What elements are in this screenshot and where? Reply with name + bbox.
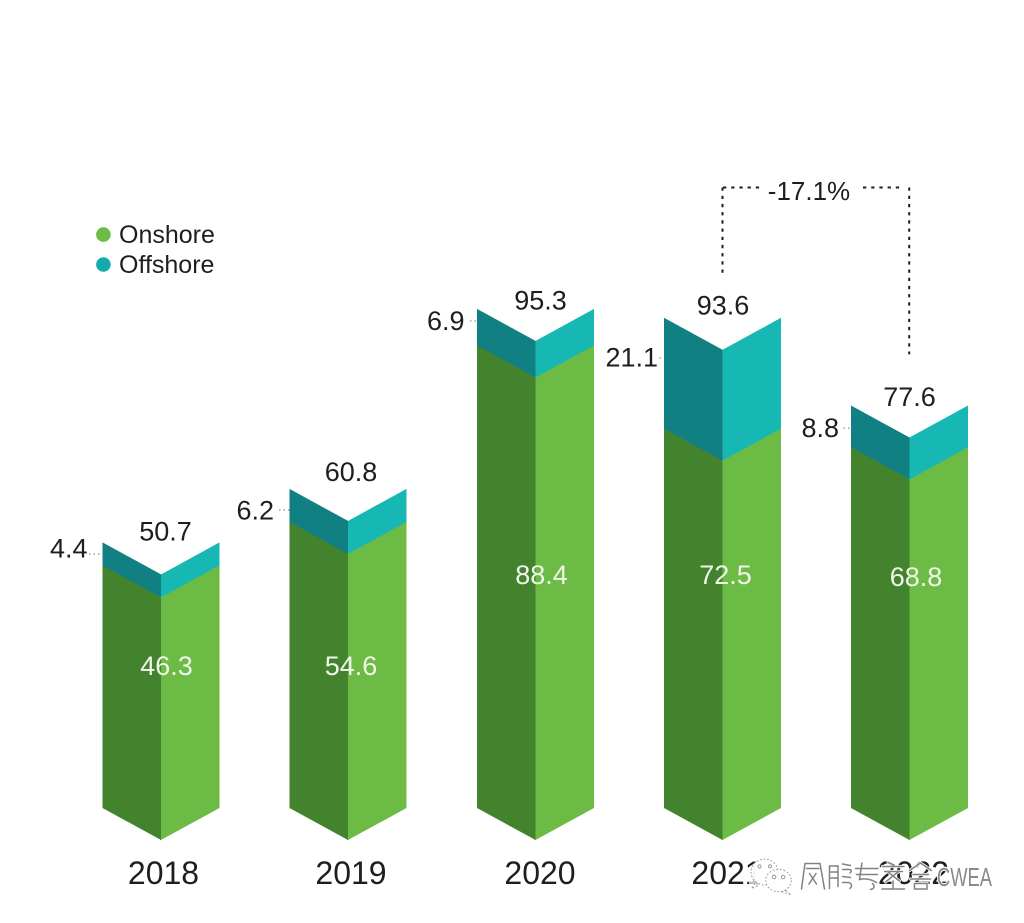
- svg-text:72.5: 72.5: [699, 560, 752, 590]
- svg-text:2018: 2018: [128, 855, 199, 891]
- svg-text:46.3: 46.3: [140, 651, 193, 681]
- svg-text:6.9: 6.9: [427, 306, 465, 336]
- svg-text:21.1: 21.1: [605, 343, 658, 373]
- svg-text:93.6: 93.6: [697, 291, 750, 321]
- svg-text:2019: 2019: [315, 855, 386, 891]
- svg-text:6.2: 6.2: [236, 496, 274, 526]
- svg-text:2020: 2020: [504, 855, 575, 891]
- svg-text:88.4: 88.4: [515, 560, 568, 590]
- svg-text:68.8: 68.8: [890, 562, 943, 592]
- svg-text:4.4: 4.4: [50, 534, 88, 564]
- svg-text:8.8: 8.8: [801, 413, 839, 443]
- svg-text:-17.1%: -17.1%: [768, 176, 850, 206]
- svg-text:60.8: 60.8: [325, 457, 378, 487]
- svg-text:77.6: 77.6: [883, 382, 936, 412]
- svg-text:Offshore: Offshore: [119, 251, 214, 279]
- svg-text:50.7: 50.7: [139, 517, 192, 547]
- svg-text:Onshore: Onshore: [119, 221, 215, 249]
- svg-text:95.3: 95.3: [514, 286, 567, 316]
- svg-text:54.6: 54.6: [325, 651, 378, 681]
- svg-text:CWEA: CWEA: [937, 862, 992, 892]
